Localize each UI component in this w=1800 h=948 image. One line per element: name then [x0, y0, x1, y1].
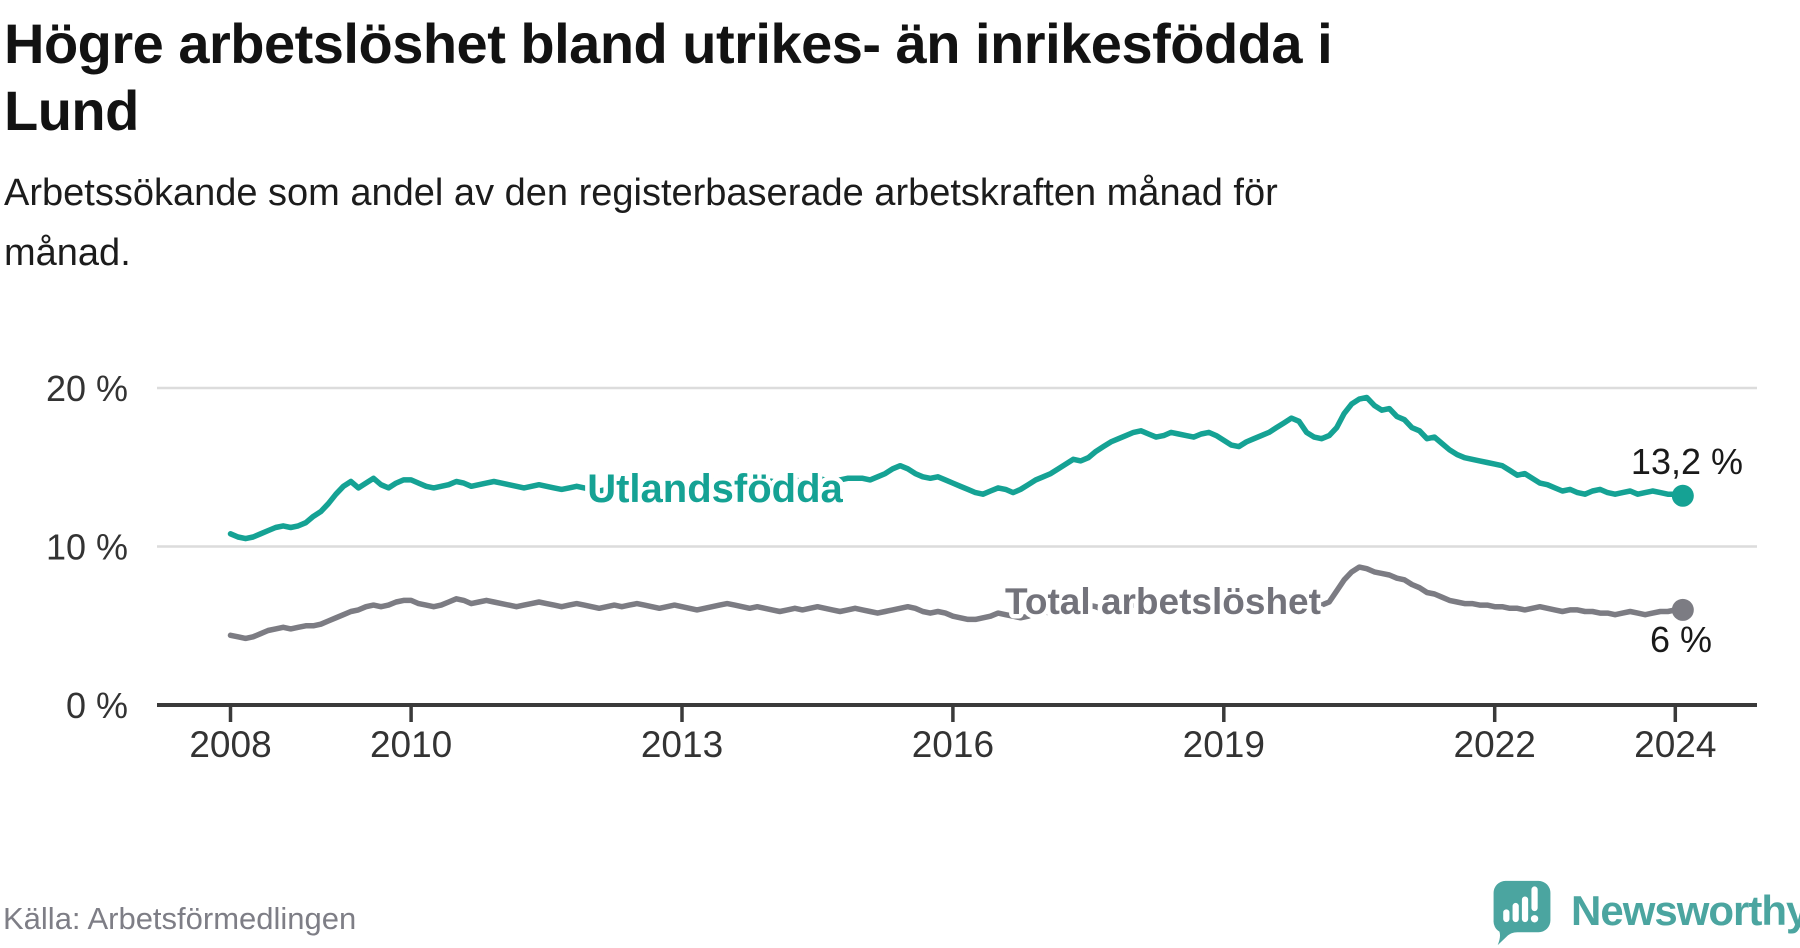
newsworthy-logo: Newsworthy — [1489, 877, 1800, 948]
title-line-2: Lund — [4, 79, 139, 142]
bar-icon-3 — [1521, 896, 1529, 923]
y-axis-label-20: 20 % — [46, 368, 128, 409]
exclamation-dot-icon — [1530, 915, 1539, 923]
newsworthy-logo-icon — [1493, 880, 1551, 946]
x-axis-label-2022: 2022 — [1454, 724, 1536, 765]
bar-icon-2 — [1512, 902, 1519, 923]
x-axis-label-2008: 2008 — [189, 724, 271, 765]
x-axis-label-2010: 2010 — [370, 724, 452, 765]
x-axis-label-2024: 2024 — [1634, 724, 1716, 765]
end-value-label-total: 6 % — [1650, 619, 1712, 660]
end-dot-utlandsfodda — [1671, 484, 1694, 507]
page-title: Högre arbetslöshet bland utrikes- än inr… — [4, 10, 1764, 144]
chart-subtitle: Arbetssökande som andel av den registerb… — [4, 163, 1504, 283]
series-line-total — [227, 564, 1686, 642]
series-label-total: Total arbetslöshet — [1005, 581, 1321, 622]
exclamation-bar-icon — [1531, 886, 1538, 912]
x-axis-label-2019: 2019 — [1183, 724, 1265, 765]
end-value-label-utlandsfodda: 13,2 % — [1631, 441, 1743, 482]
series-label-utlandsfodda: Utlandsfödda — [587, 467, 843, 511]
x-axis-label-2013: 2013 — [641, 724, 723, 765]
subtitle-line-1: Arbetssökande som andel av den registerb… — [4, 172, 1278, 214]
x-axis-label-2016: 2016 — [912, 724, 994, 765]
y-axis-label-10: 10 % — [46, 527, 128, 568]
series-line-utlandsfodda — [227, 394, 1686, 542]
source-text: Källa: Arbetsförmedlingen — [3, 901, 357, 936]
bar-icon-1 — [1503, 909, 1510, 923]
subtitle-line-2: månad. — [4, 232, 131, 274]
end-dot-total — [1671, 598, 1694, 621]
newsworthy-logo-text: Newsworthy — [1571, 887, 1800, 934]
title-line-1: Högre arbetslöshet bland utrikes- än inr… — [4, 12, 1333, 75]
y-axis-label-0: 0 % — [66, 685, 128, 726]
